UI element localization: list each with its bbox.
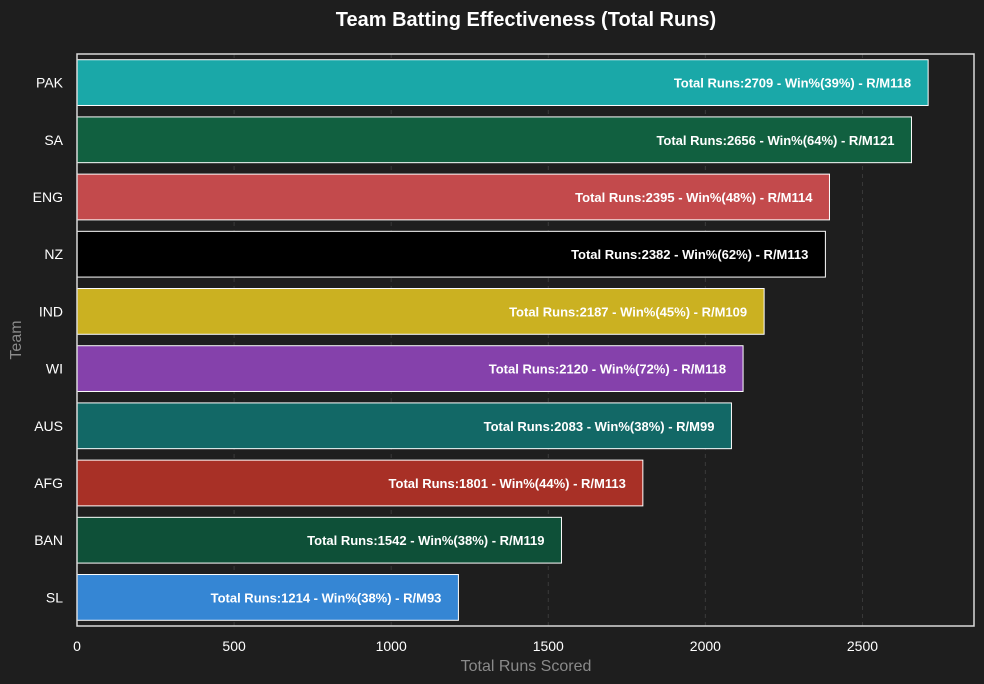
bar-sa	[76, 116, 912, 164]
bar-value-label: Total Runs:1801 - Win%(44%) - R/M113	[389, 476, 626, 491]
bar-value-label: Total Runs:1214 - Win%(38%) - R/M93	[211, 590, 442, 605]
bar-value-label: Total Runs:2709 - Win%(39%) - R/M118	[674, 76, 911, 91]
y-tick-label: AFG	[34, 475, 63, 491]
y-tick-label: BAN	[34, 532, 63, 548]
bar-pak	[76, 59, 929, 106]
bar-sl	[76, 574, 459, 621]
chart-title: Team Batting Effectiveness (Total Runs)	[336, 9, 716, 31]
x-tick-label: 2500	[847, 638, 878, 654]
bar-ind	[76, 288, 765, 335]
bar-aus	[76, 402, 732, 450]
y-axis-label: Team	[8, 320, 25, 359]
plot-frame	[76, 53, 975, 627]
x-tick-labels: 0 500 1000 1500 2000 2500	[73, 638, 878, 654]
y-tick-label: ENG	[33, 189, 63, 205]
bar-labels: Total Runs:2709 - Win%(39%) - R/M118 Tota…	[211, 76, 912, 606]
x-tick-label: 500	[222, 638, 246, 654]
x-tick-label: 1000	[376, 638, 407, 654]
bar-nz	[76, 230, 826, 278]
x-tick-label: 1500	[533, 638, 564, 654]
bar-value-label: Total Runs:2395 - Win%(48%) - R/M114	[575, 190, 813, 205]
y-tick-label: PAK	[36, 75, 64, 91]
bar-value-label: Total Runs:2083 - Win%(38%) - R/M99	[484, 419, 715, 434]
bar-value-label: Total Runs:1542 - Win%(38%) - R/M119	[307, 533, 544, 548]
y-tick-label: SL	[46, 589, 63, 605]
y-tick-label: IND	[39, 303, 63, 319]
bar-value-label: Total Runs:2656 - Win%(64%) - R/M121	[656, 133, 894, 148]
bar-value-label: Total Runs:2187 - Win%(45%) - R/M109	[509, 304, 747, 319]
bar-value-label: Total Runs:2382 - Win%(62%) - R/M113	[571, 247, 808, 262]
y-tick-label: NZ	[44, 246, 63, 262]
y-tick-labels: PAK SA ENG NZ IND WI AUS AFG BAN SL	[33, 75, 64, 606]
y-tick-label: AUS	[34, 418, 63, 434]
x-axis-label: Total Runs Scored	[461, 658, 592, 675]
bar-eng	[76, 173, 830, 221]
bars	[76, 59, 929, 621]
y-tick-label: SA	[44, 132, 63, 148]
x-tick-label: 2000	[690, 638, 721, 654]
bar-wi	[76, 345, 744, 392]
y-tick-label: WI	[46, 361, 63, 377]
x-tick-label: 0	[73, 638, 81, 654]
bar-value-label: Total Runs:2120 - Win%(72%) - R/M118	[489, 362, 726, 377]
